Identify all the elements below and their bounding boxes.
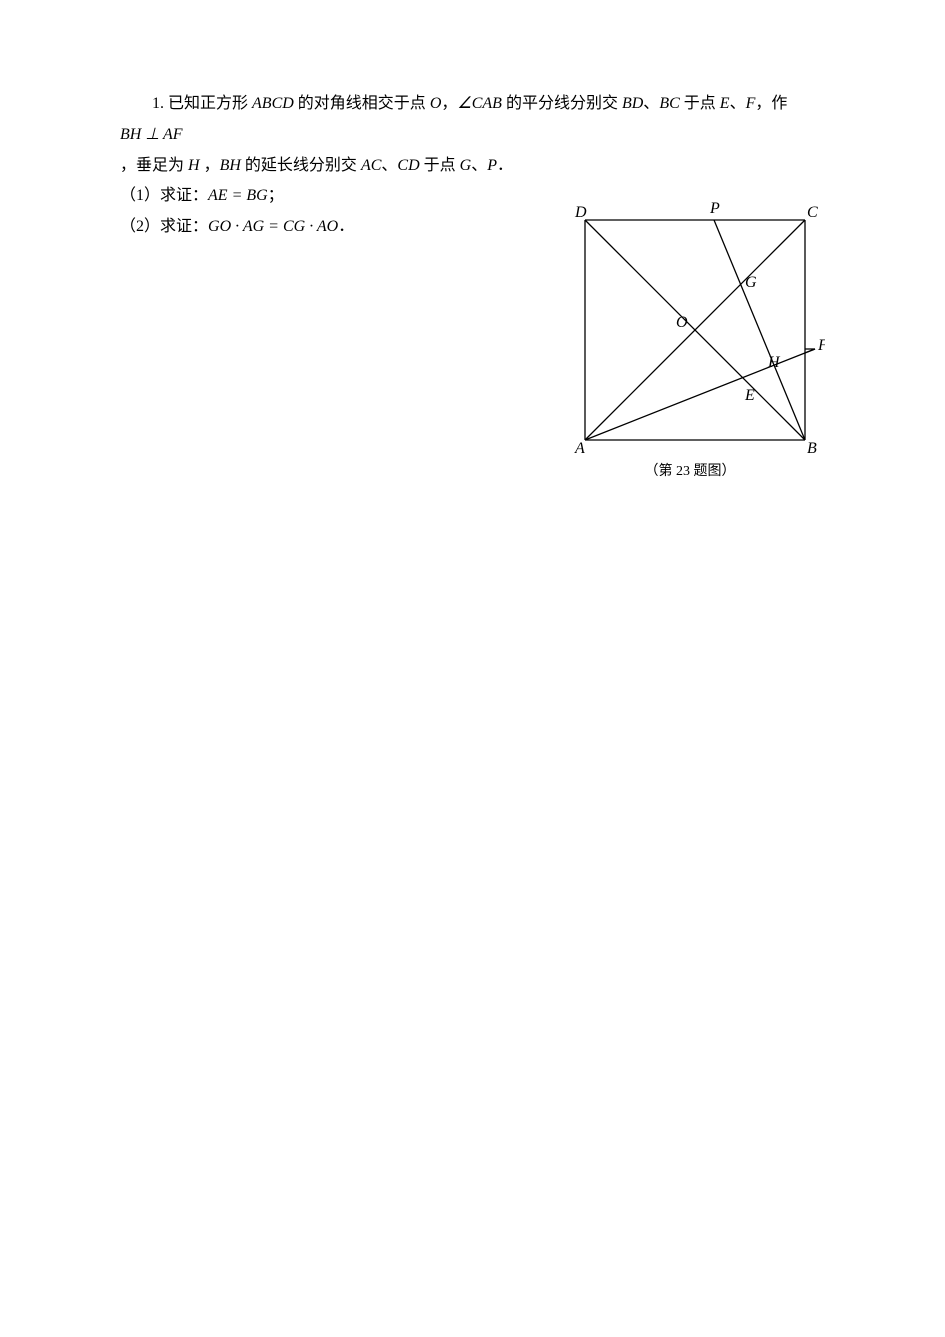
text: 、: [730, 95, 746, 112]
svg-text:B: B: [807, 440, 817, 455]
text: ，: [441, 95, 457, 112]
svg-text:F: F: [817, 337, 825, 354]
line-2: BH ⊥ AF: [120, 121, 835, 150]
var-abcd: ABCD: [252, 95, 298, 112]
text: 于点: [684, 95, 720, 112]
line-3: ，垂足为 H ，BH 的延长线分别交 AC、CD 于点 G、P．: [120, 152, 835, 181]
text: 于点: [424, 157, 460, 174]
var-g: G: [460, 157, 472, 174]
bh-perp-af: BH ⊥ AF: [120, 126, 183, 143]
text: 、: [643, 95, 659, 112]
geometry-diagram: A B C D O F EH G P: [555, 195, 825, 455]
var-p: P: [487, 157, 497, 174]
text: 、: [471, 157, 487, 174]
eq-ae-bg: AE = BG: [208, 187, 268, 204]
var-bh: BH: [220, 157, 245, 174]
svg-text:G: G: [745, 274, 757, 291]
svg-text:H: H: [767, 354, 781, 371]
svg-text:E: E: [744, 387, 755, 404]
text: ，垂足为: [120, 157, 188, 174]
svg-text:O: O: [676, 314, 688, 331]
svg-text:A: A: [574, 440, 585, 455]
text: 的平分线分别交: [506, 95, 622, 112]
var-f: F: [746, 95, 756, 112]
text: ；: [268, 187, 284, 204]
var-cd: CD: [397, 157, 423, 174]
text: （2）求证：: [120, 218, 208, 235]
text: ．: [338, 218, 354, 235]
text: ，: [204, 157, 220, 174]
var-e: E: [720, 95, 730, 112]
svg-text:P: P: [709, 200, 720, 217]
text: （1）求证：: [120, 187, 208, 204]
var-bd: BD: [622, 95, 643, 112]
svg-text:C: C: [807, 204, 818, 221]
text: 、: [381, 157, 397, 174]
text: ，作: [755, 95, 787, 112]
text: 的延长线分别交: [245, 157, 361, 174]
text: ．: [497, 157, 513, 174]
text: 1. 已知正方形: [152, 95, 252, 112]
angle-cab: ∠CAB: [457, 95, 506, 112]
figure-container: A B C D O F EH G P （第 23 题图）: [545, 195, 835, 484]
svg-text:D: D: [574, 204, 587, 221]
figure-caption: （第 23 题图）: [545, 459, 835, 484]
var-bc: BC: [659, 95, 683, 112]
var-ac: AC: [361, 157, 381, 174]
var-h: H: [188, 157, 204, 174]
eq-go-ag: GO · AG = CG · AO: [208, 218, 338, 235]
var-o: O: [430, 95, 442, 112]
text: 的对角线相交于点: [298, 95, 430, 112]
line-1: 1. 已知正方形 ABCD 的对角线相交于点 O，∠CAB 的平分线分别交 BD…: [120, 90, 835, 119]
